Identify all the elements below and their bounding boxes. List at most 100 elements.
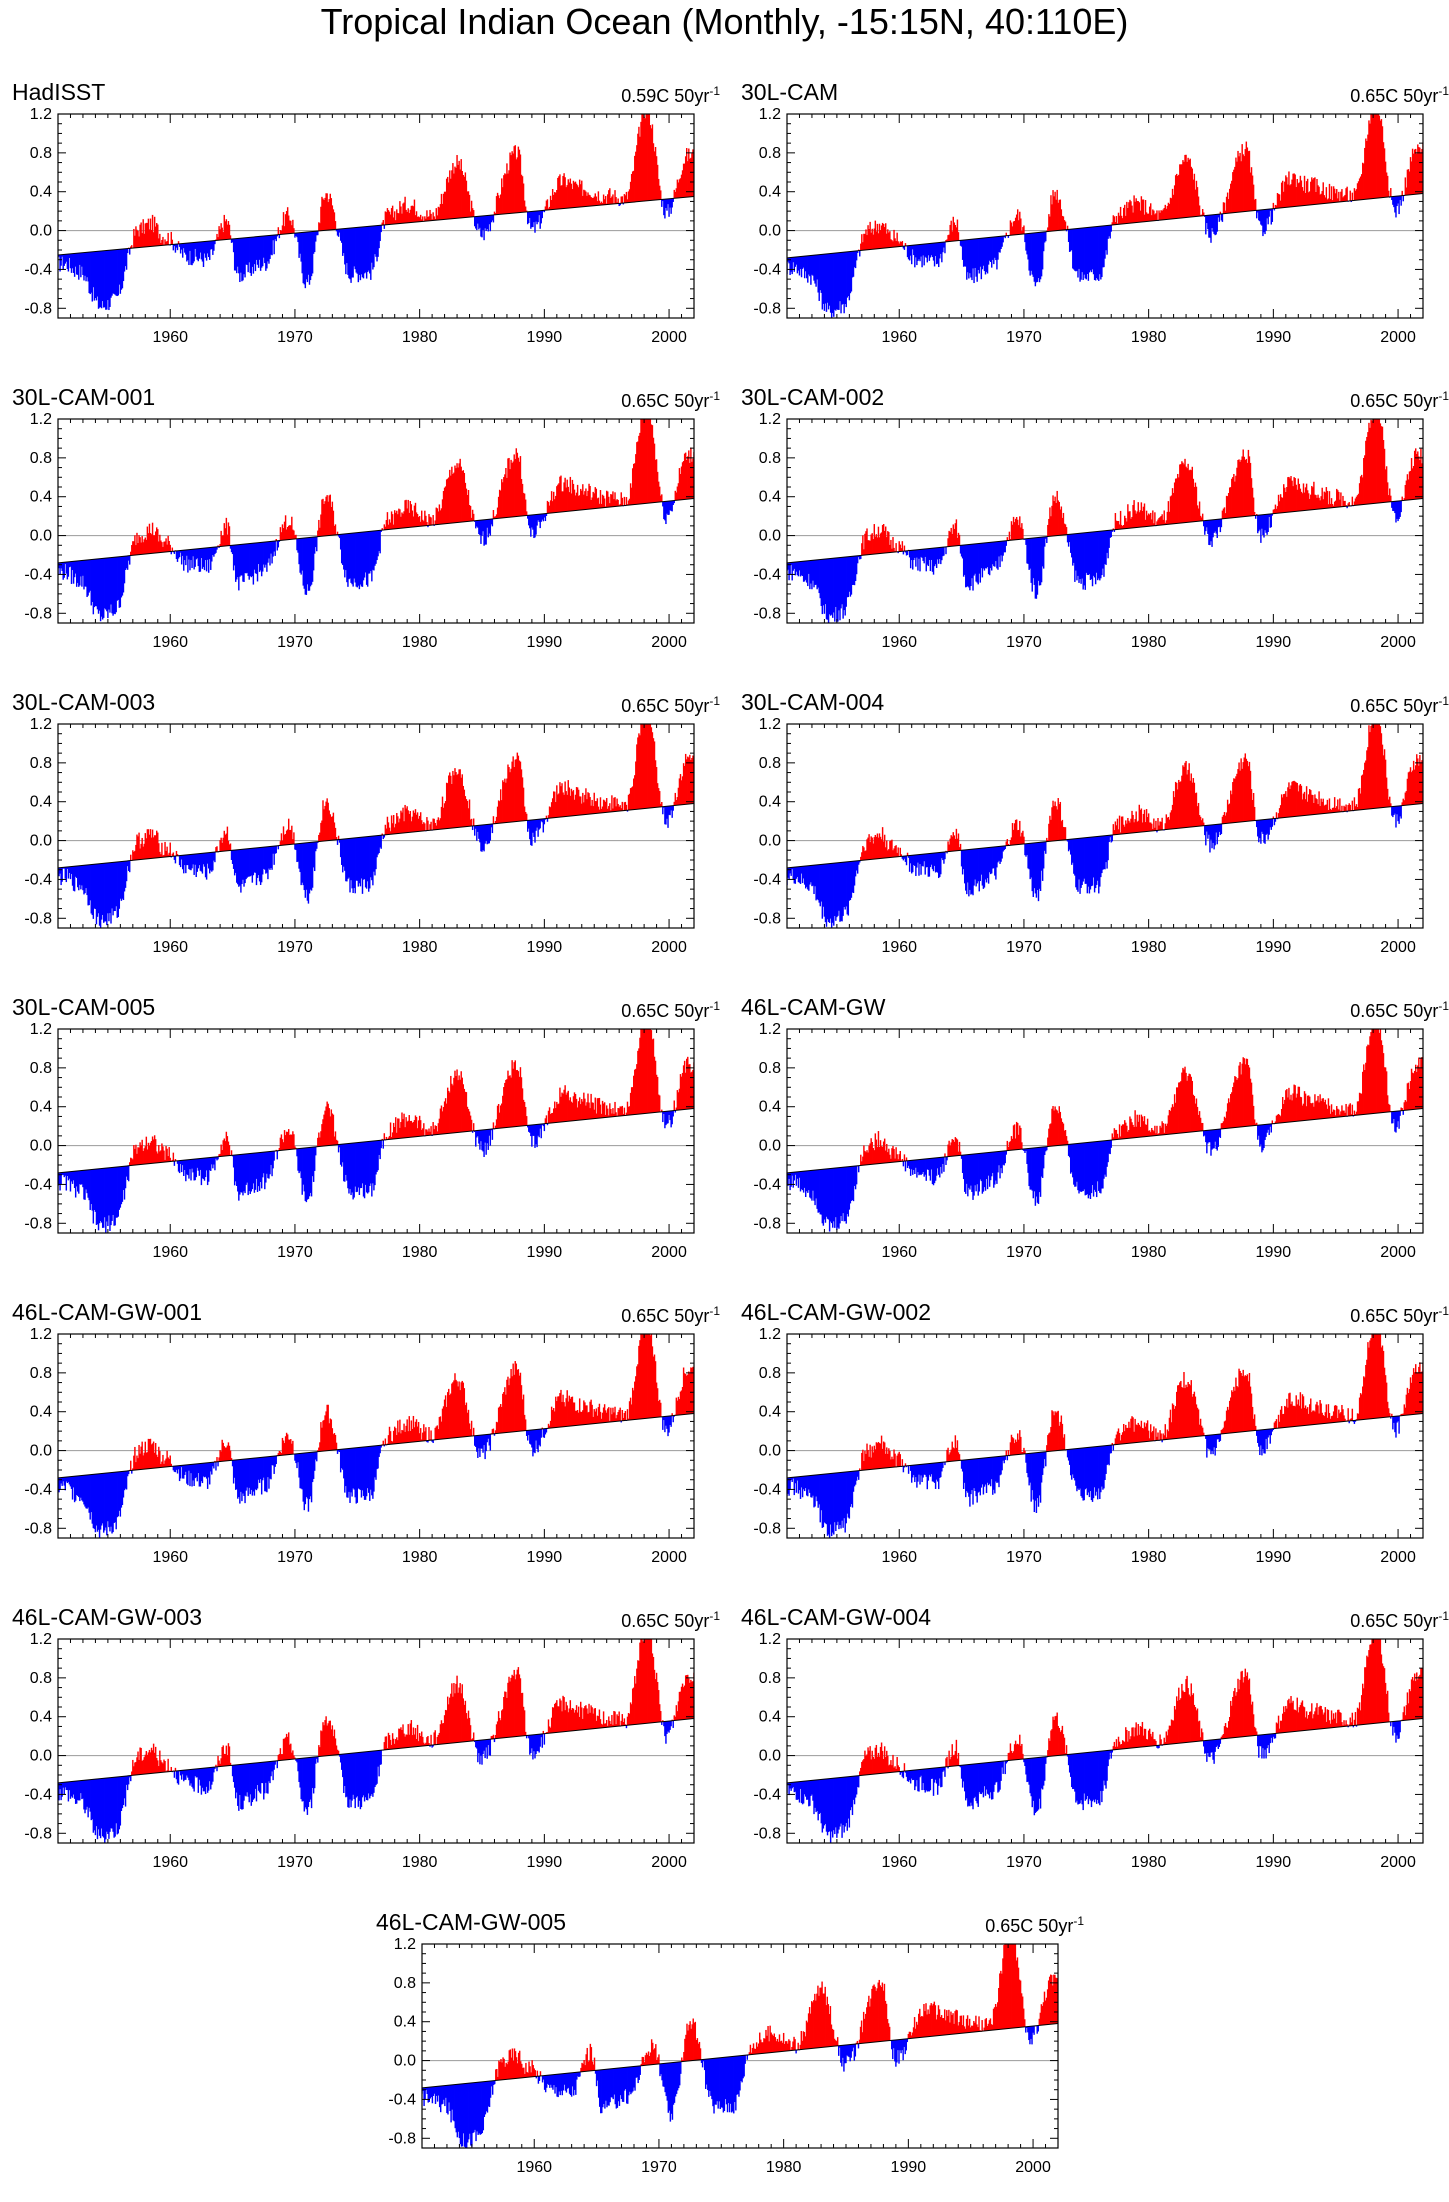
warm-anomaly-bar — [141, 536, 143, 555]
x-tick-label: 1990 — [1256, 634, 1292, 651]
cool-anomaly-bar — [797, 256, 800, 271]
cool-anomaly-bar — [311, 231, 314, 274]
cool-anomaly-bar — [534, 819, 536, 843]
cool-anomaly-bar — [269, 541, 271, 566]
cool-anomaly-bar — [1108, 835, 1110, 843]
cool-anomaly-bar — [251, 1153, 254, 1190]
cool-anomaly-bar — [484, 519, 486, 545]
warm-anomaly-bar — [1135, 513, 1137, 528]
warm-anomaly-bar — [1125, 518, 1127, 529]
cool-anomaly-bar — [828, 253, 831, 306]
warm-anomaly-bar — [624, 801, 627, 811]
warm-anomaly-bar — [901, 541, 904, 552]
cool-anomaly-bar — [301, 843, 303, 883]
cool-anomaly-bar — [122, 1166, 125, 1191]
warm-anomaly-bar — [148, 229, 151, 247]
warm-anomaly-bar — [1303, 492, 1306, 511]
cool-anomaly-bar — [356, 837, 359, 881]
cool-anomaly-bar — [365, 226, 368, 279]
cool-anomaly-bar — [351, 1143, 353, 1193]
cool-anomaly-bar — [59, 254, 61, 272]
cool-anomaly-bar — [70, 866, 73, 874]
cool-anomaly-bar — [1207, 215, 1209, 230]
warm-anomaly-bar — [636, 442, 638, 505]
cool-anomaly-bar — [913, 550, 915, 561]
cool-anomaly-bar — [475, 825, 477, 829]
cool-anomaly-bar — [806, 255, 808, 279]
cool-anomaly-bar — [1042, 231, 1045, 252]
warm-anomaly-bar — [1317, 804, 1319, 815]
cool-anomaly-bar — [985, 847, 988, 883]
warm-anomaly-bar — [468, 194, 471, 218]
warm-anomaly-bar — [1142, 199, 1145, 222]
warm-anomaly-bar — [1390, 188, 1392, 197]
warm-anomaly-bar — [1064, 524, 1067, 535]
cool-anomaly-bar — [1087, 227, 1090, 281]
warm-anomaly-bar — [654, 459, 657, 503]
warm-anomaly-bar — [132, 541, 134, 556]
cool-anomaly-bar — [933, 852, 936, 866]
warm-anomaly-bar — [519, 154, 522, 213]
y-tick-label: -0.4 — [753, 871, 781, 888]
cool-anomaly-bar — [181, 550, 184, 556]
warm-anomaly-bar — [388, 211, 391, 225]
cool-anomaly-bar — [237, 1154, 239, 1192]
cool-anomaly-bar — [1266, 819, 1268, 834]
cool-anomaly-bar — [1273, 208, 1276, 211]
warm-anomaly-bar — [221, 535, 223, 547]
cool-anomaly-bar — [233, 238, 236, 271]
cool-anomaly-bar — [315, 536, 317, 548]
warm-anomaly-bar — [1375, 419, 1377, 504]
warm-anomaly-bar — [1418, 765, 1420, 804]
warm-anomaly-bar — [641, 419, 643, 504]
cool-anomaly-bar — [1397, 196, 1399, 204]
cool-anomaly-bar — [1030, 538, 1032, 583]
warm-anomaly-bar — [873, 837, 876, 860]
cool-anomaly-bar — [941, 852, 943, 859]
cool-anomaly-bar — [264, 235, 266, 264]
cool-anomaly-bar — [71, 561, 74, 571]
warm-anomaly-bar — [649, 724, 652, 808]
cool-anomaly-bar — [304, 1147, 307, 1201]
y-tick-label: 0.4 — [759, 794, 781, 811]
cool-anomaly-bar — [105, 250, 107, 310]
warm-anomaly-bar — [1353, 797, 1356, 811]
warm-anomaly-bar — [567, 179, 569, 209]
cool-anomaly-bar — [943, 242, 945, 248]
warm-anomaly-bar — [1298, 483, 1301, 512]
warm-anomaly-bar — [558, 176, 560, 209]
cool-anomaly-bar — [302, 1148, 304, 1185]
warm-anomaly-bar — [1332, 807, 1335, 813]
cool-anomaly-bar — [974, 238, 976, 268]
y-tick-label: -0.8 — [753, 605, 781, 622]
cool-anomaly-bar — [358, 1142, 361, 1195]
warm-anomaly-bar — [398, 213, 400, 224]
cool-anomaly-bar — [242, 237, 244, 281]
cool-anomaly-bar — [665, 199, 667, 208]
cool-anomaly-bar — [1026, 538, 1028, 564]
cool-anomaly-bar — [94, 1169, 97, 1212]
cool-anomaly-bar — [1031, 538, 1033, 592]
warm-anomaly-bar — [1300, 785, 1303, 816]
warm-anomaly-bar — [1022, 830, 1024, 845]
warm-anomaly-bar — [131, 1158, 133, 1166]
cool-anomaly-bar — [369, 836, 371, 889]
warm-anomaly-bar — [1143, 214, 1146, 222]
cool-anomaly-bar — [376, 1140, 378, 1172]
cool-anomaly-bar — [304, 232, 307, 289]
warm-anomaly-bar — [437, 206, 440, 220]
cool-anomaly-bar — [213, 240, 215, 251]
cool-anomaly-bar — [1071, 839, 1073, 865]
warm-anomaly-bar — [1326, 799, 1329, 814]
warm-anomaly-bar — [863, 233, 865, 251]
cool-anomaly-bar — [1066, 839, 1069, 842]
warm-anomaly-bar — [1222, 814, 1225, 824]
cool-anomaly-bar — [855, 555, 858, 575]
warm-anomaly-bar — [1243, 757, 1245, 822]
warm-anomaly-bar — [458, 769, 460, 828]
cool-anomaly-bar — [943, 852, 945, 864]
cool-anomaly-bar — [360, 227, 363, 275]
cool-anomaly-bar — [1391, 806, 1393, 816]
y-tick-label: 1.2 — [759, 716, 781, 733]
x-tick-label: 2000 — [1380, 329, 1416, 346]
